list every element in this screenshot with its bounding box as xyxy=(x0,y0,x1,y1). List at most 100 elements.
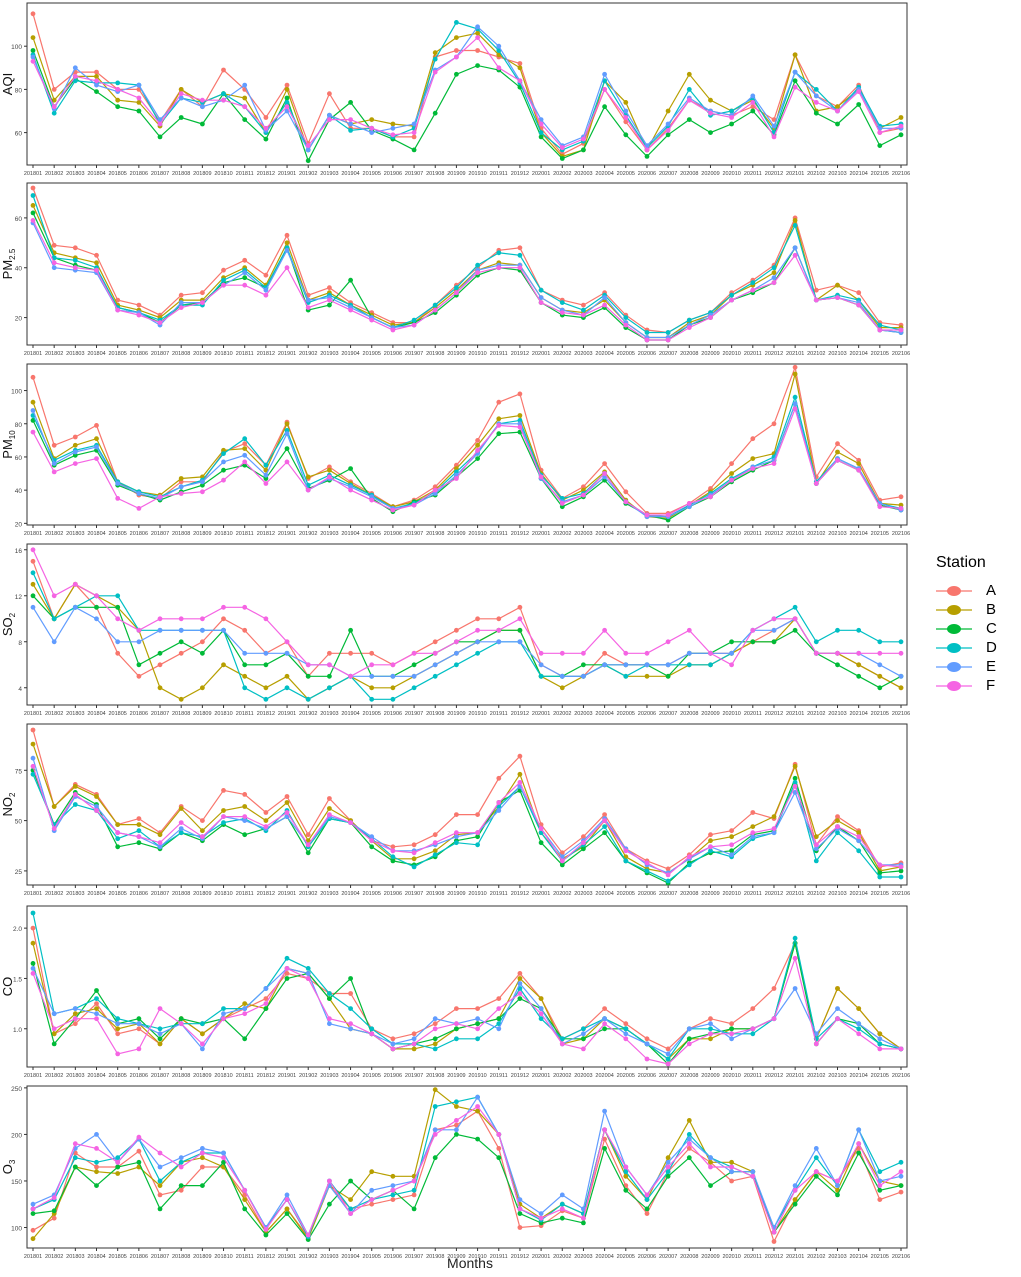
data-point-A xyxy=(454,1006,459,1011)
data-point-A xyxy=(729,828,734,834)
x-tick-label: 201807 xyxy=(151,1073,169,1079)
data-point-F xyxy=(72,581,78,587)
y-tick-label: 100 xyxy=(11,389,22,396)
x-tick-label: 201903 xyxy=(320,1073,338,1079)
x-tick-label: 201912 xyxy=(511,1254,529,1260)
data-point-F xyxy=(750,627,756,633)
x-tick-label: 201912 xyxy=(511,351,529,357)
data-point-F xyxy=(517,265,523,271)
data-point-F xyxy=(115,1051,121,1057)
data-point-A xyxy=(665,1046,671,1052)
x-tick-label: 201802 xyxy=(45,531,63,537)
x-tick-label: 202106 xyxy=(892,891,910,897)
x-tick-label: 202001 xyxy=(532,711,550,717)
data-point-C xyxy=(178,1183,184,1188)
data-point-E xyxy=(51,461,57,466)
data-point-B xyxy=(157,832,163,838)
data-point-F xyxy=(538,121,544,127)
data-point-D xyxy=(221,1006,226,1011)
x-tick-label: 201801 xyxy=(24,171,42,177)
data-point-F xyxy=(454,639,459,645)
data-point-C xyxy=(517,996,523,1001)
x-tick-label: 201908 xyxy=(426,531,444,537)
x-tick-label: 201903 xyxy=(320,1254,338,1260)
data-point-A xyxy=(750,810,756,815)
data-point-C xyxy=(581,662,586,668)
data-point-A xyxy=(51,442,57,448)
data-point-A xyxy=(771,421,777,427)
data-point-A xyxy=(708,832,713,838)
data-point-F xyxy=(327,1178,332,1184)
x-tick-label: 201809 xyxy=(193,891,211,897)
data-point-C xyxy=(284,446,290,451)
x-tick-label: 201804 xyxy=(87,711,105,717)
data-point-B xyxy=(496,416,502,422)
data-point-F xyxy=(877,1183,883,1188)
data-point-D xyxy=(559,300,565,305)
series-line-E xyxy=(32,606,902,677)
data-point-F xyxy=(581,1215,586,1221)
data-point-B xyxy=(115,1171,121,1176)
data-point-E xyxy=(475,1094,480,1100)
data-point-C xyxy=(686,1036,692,1042)
x-tick-label: 201808 xyxy=(172,351,190,357)
x-tick-label: 201905 xyxy=(363,531,381,537)
data-point-C xyxy=(708,1183,713,1188)
data-point-C xyxy=(242,1036,248,1042)
data-point-C xyxy=(432,1155,438,1161)
data-point-B xyxy=(242,804,248,809)
data-point-B xyxy=(708,1159,713,1165)
data-point-F xyxy=(369,317,375,323)
data-point-F xyxy=(581,650,586,656)
x-tick-label: 201906 xyxy=(384,711,402,717)
data-point-E xyxy=(813,1146,819,1151)
data-point-B xyxy=(475,1108,480,1114)
data-point-F xyxy=(305,305,311,310)
data-point-E xyxy=(157,844,163,850)
data-point-C xyxy=(856,102,862,107)
data-point-F xyxy=(623,1164,629,1170)
data-point-F xyxy=(898,650,904,656)
x-tick-label: 201811 xyxy=(236,351,254,357)
data-point-C xyxy=(581,846,586,852)
data-point-E xyxy=(559,1192,565,1198)
data-point-F xyxy=(729,115,734,120)
x-tick-label: 202101 xyxy=(786,171,804,177)
data-point-C xyxy=(200,1183,205,1188)
x-tick-label: 202008 xyxy=(680,351,698,357)
data-point-D xyxy=(877,322,883,328)
data-point-B xyxy=(263,685,269,691)
data-point-F xyxy=(51,104,57,110)
x-tick-label: 202009 xyxy=(701,711,719,717)
x-tick-label: 201912 xyxy=(511,171,529,177)
data-point-F xyxy=(200,834,205,840)
data-point-D xyxy=(390,696,396,702)
y-axis-label: CO xyxy=(0,977,15,997)
series-line-C xyxy=(32,595,902,689)
data-point-C xyxy=(30,961,36,966)
data-point-C xyxy=(157,650,163,656)
x-tick-label: 201808 xyxy=(172,531,190,537)
data-point-F xyxy=(115,307,121,313)
x-tick-label: 201803 xyxy=(66,711,84,717)
x-tick-label: 201805 xyxy=(109,171,127,177)
data-point-D xyxy=(581,1026,586,1032)
data-point-C xyxy=(475,456,480,461)
series-line-F xyxy=(32,956,901,1065)
x-tick-label: 201810 xyxy=(214,531,232,537)
data-point-A xyxy=(454,1122,459,1128)
data-point-E xyxy=(221,459,226,465)
data-point-F xyxy=(792,955,798,961)
data-point-F xyxy=(835,824,840,829)
data-point-F xyxy=(602,1127,607,1133)
data-point-B xyxy=(432,1041,438,1047)
x-tick-label: 201812 xyxy=(257,711,275,717)
data-point-F xyxy=(411,130,417,136)
data-point-E xyxy=(771,830,777,836)
x-tick-label: 202004 xyxy=(595,711,613,717)
data-point-F xyxy=(305,1232,311,1238)
data-point-B xyxy=(813,834,819,840)
x-tick-label: 201905 xyxy=(363,891,381,897)
data-point-E xyxy=(454,1127,459,1133)
